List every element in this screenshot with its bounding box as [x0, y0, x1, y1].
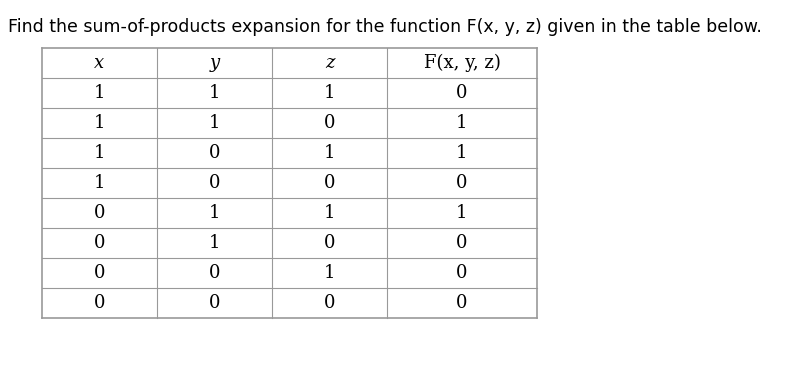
Text: z: z [325, 54, 334, 72]
Text: 0: 0 [93, 204, 105, 222]
Text: 1: 1 [324, 204, 335, 222]
Text: 1: 1 [456, 114, 468, 132]
Text: 1: 1 [93, 84, 105, 102]
Text: 1: 1 [93, 114, 105, 132]
Text: 0: 0 [456, 84, 468, 102]
Text: 1: 1 [209, 234, 220, 252]
Text: 1: 1 [93, 144, 105, 162]
Text: 1: 1 [324, 84, 335, 102]
Text: 0: 0 [93, 234, 105, 252]
Text: 0: 0 [209, 174, 220, 192]
Text: 1: 1 [209, 84, 220, 102]
Text: 0: 0 [93, 294, 105, 312]
Text: 1: 1 [456, 144, 468, 162]
Text: 1: 1 [93, 174, 105, 192]
Text: 1: 1 [324, 264, 335, 282]
Text: 0: 0 [324, 294, 335, 312]
Text: 0: 0 [456, 174, 468, 192]
Text: 0: 0 [456, 234, 468, 252]
Text: F(x, y, z): F(x, y, z) [424, 54, 500, 72]
Text: 1: 1 [209, 204, 220, 222]
Text: 0: 0 [209, 294, 220, 312]
Text: Find the sum-of-products expansion for the function F(x, y, z) given in the tabl: Find the sum-of-products expansion for t… [8, 18, 762, 36]
Text: 0: 0 [324, 174, 335, 192]
Text: 0: 0 [456, 264, 468, 282]
Text: 0: 0 [324, 114, 335, 132]
Text: y: y [209, 54, 219, 72]
Text: 0: 0 [456, 294, 468, 312]
Text: 0: 0 [209, 144, 220, 162]
Text: x: x [94, 54, 105, 72]
Text: 0: 0 [324, 234, 335, 252]
Text: 0: 0 [209, 264, 220, 282]
Text: 1: 1 [324, 144, 335, 162]
Text: 1: 1 [209, 114, 220, 132]
Text: 0: 0 [93, 264, 105, 282]
Text: 1: 1 [456, 204, 468, 222]
